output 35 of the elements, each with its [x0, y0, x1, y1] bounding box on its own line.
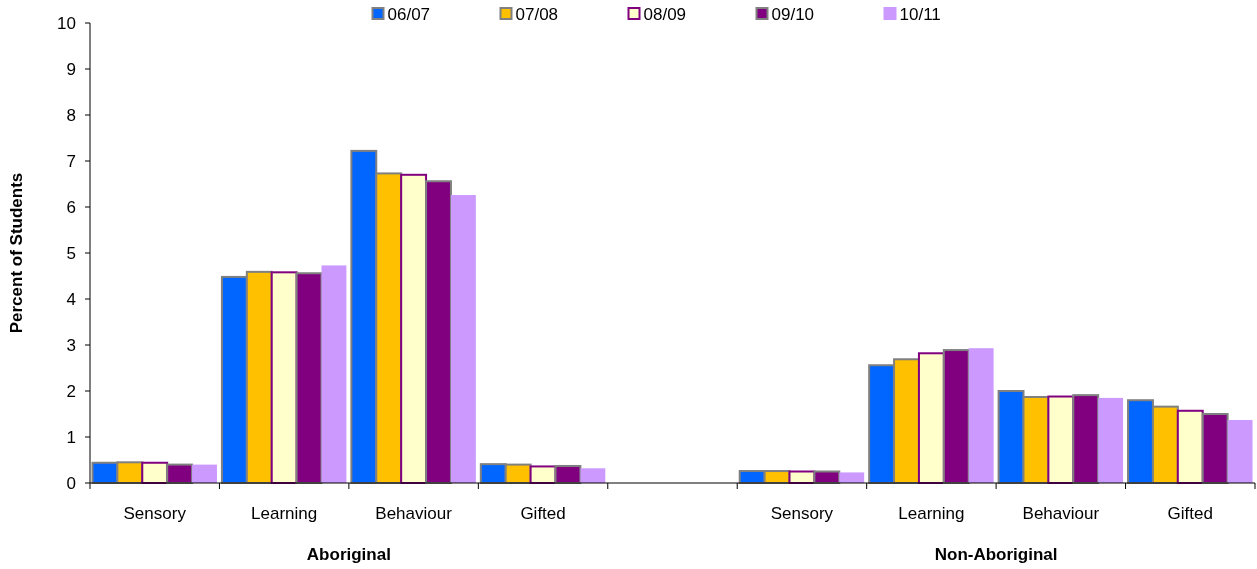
bar [968, 348, 994, 483]
y-tick-label: 0 [66, 473, 76, 493]
y-tick-label: 3 [66, 335, 76, 355]
x-tick-label: Behaviour [375, 504, 453, 523]
x-tick-label: Gifted [520, 504, 566, 523]
x-tick-label: Learning [251, 504, 318, 523]
y-tick-label: 10 [57, 13, 76, 33]
y-tick-label: 1 [66, 427, 76, 447]
bar [450, 195, 476, 483]
bar [192, 464, 217, 483]
x-tick-label: Learning [898, 504, 965, 523]
bar [1098, 397, 1124, 483]
y-axis-title: Percent of Students [7, 172, 26, 334]
legend-label: 06/07 [387, 4, 431, 24]
y-tick-label: 5 [66, 243, 76, 263]
y-tick-label: 7 [66, 151, 76, 171]
legend-label: 07/08 [515, 4, 559, 24]
bar [321, 265, 347, 483]
legend-label: 09/10 [771, 4, 815, 24]
text: Aboriginal [306, 545, 391, 564]
bar [580, 468, 606, 483]
y-tick-label: 6 [66, 197, 76, 217]
x-tick-label: Sensory [123, 504, 187, 523]
bar [839, 472, 865, 483]
x-tick-label: Gifted [1167, 504, 1213, 523]
legend-label: 10/11 [899, 4, 941, 24]
x-tick-label: Behaviour [1022, 504, 1100, 523]
text: Non-Aboriginal [934, 545, 1058, 564]
y-tick-label: 4 [66, 289, 76, 309]
y-tick-label: 9 [66, 59, 76, 79]
y-tick-label: 8 [66, 105, 76, 125]
bar [1227, 419, 1253, 483]
x-tick-label: Sensory [770, 504, 834, 523]
legend-label: 08/09 [643, 4, 687, 24]
y-tick-label: 2 [66, 381, 76, 401]
